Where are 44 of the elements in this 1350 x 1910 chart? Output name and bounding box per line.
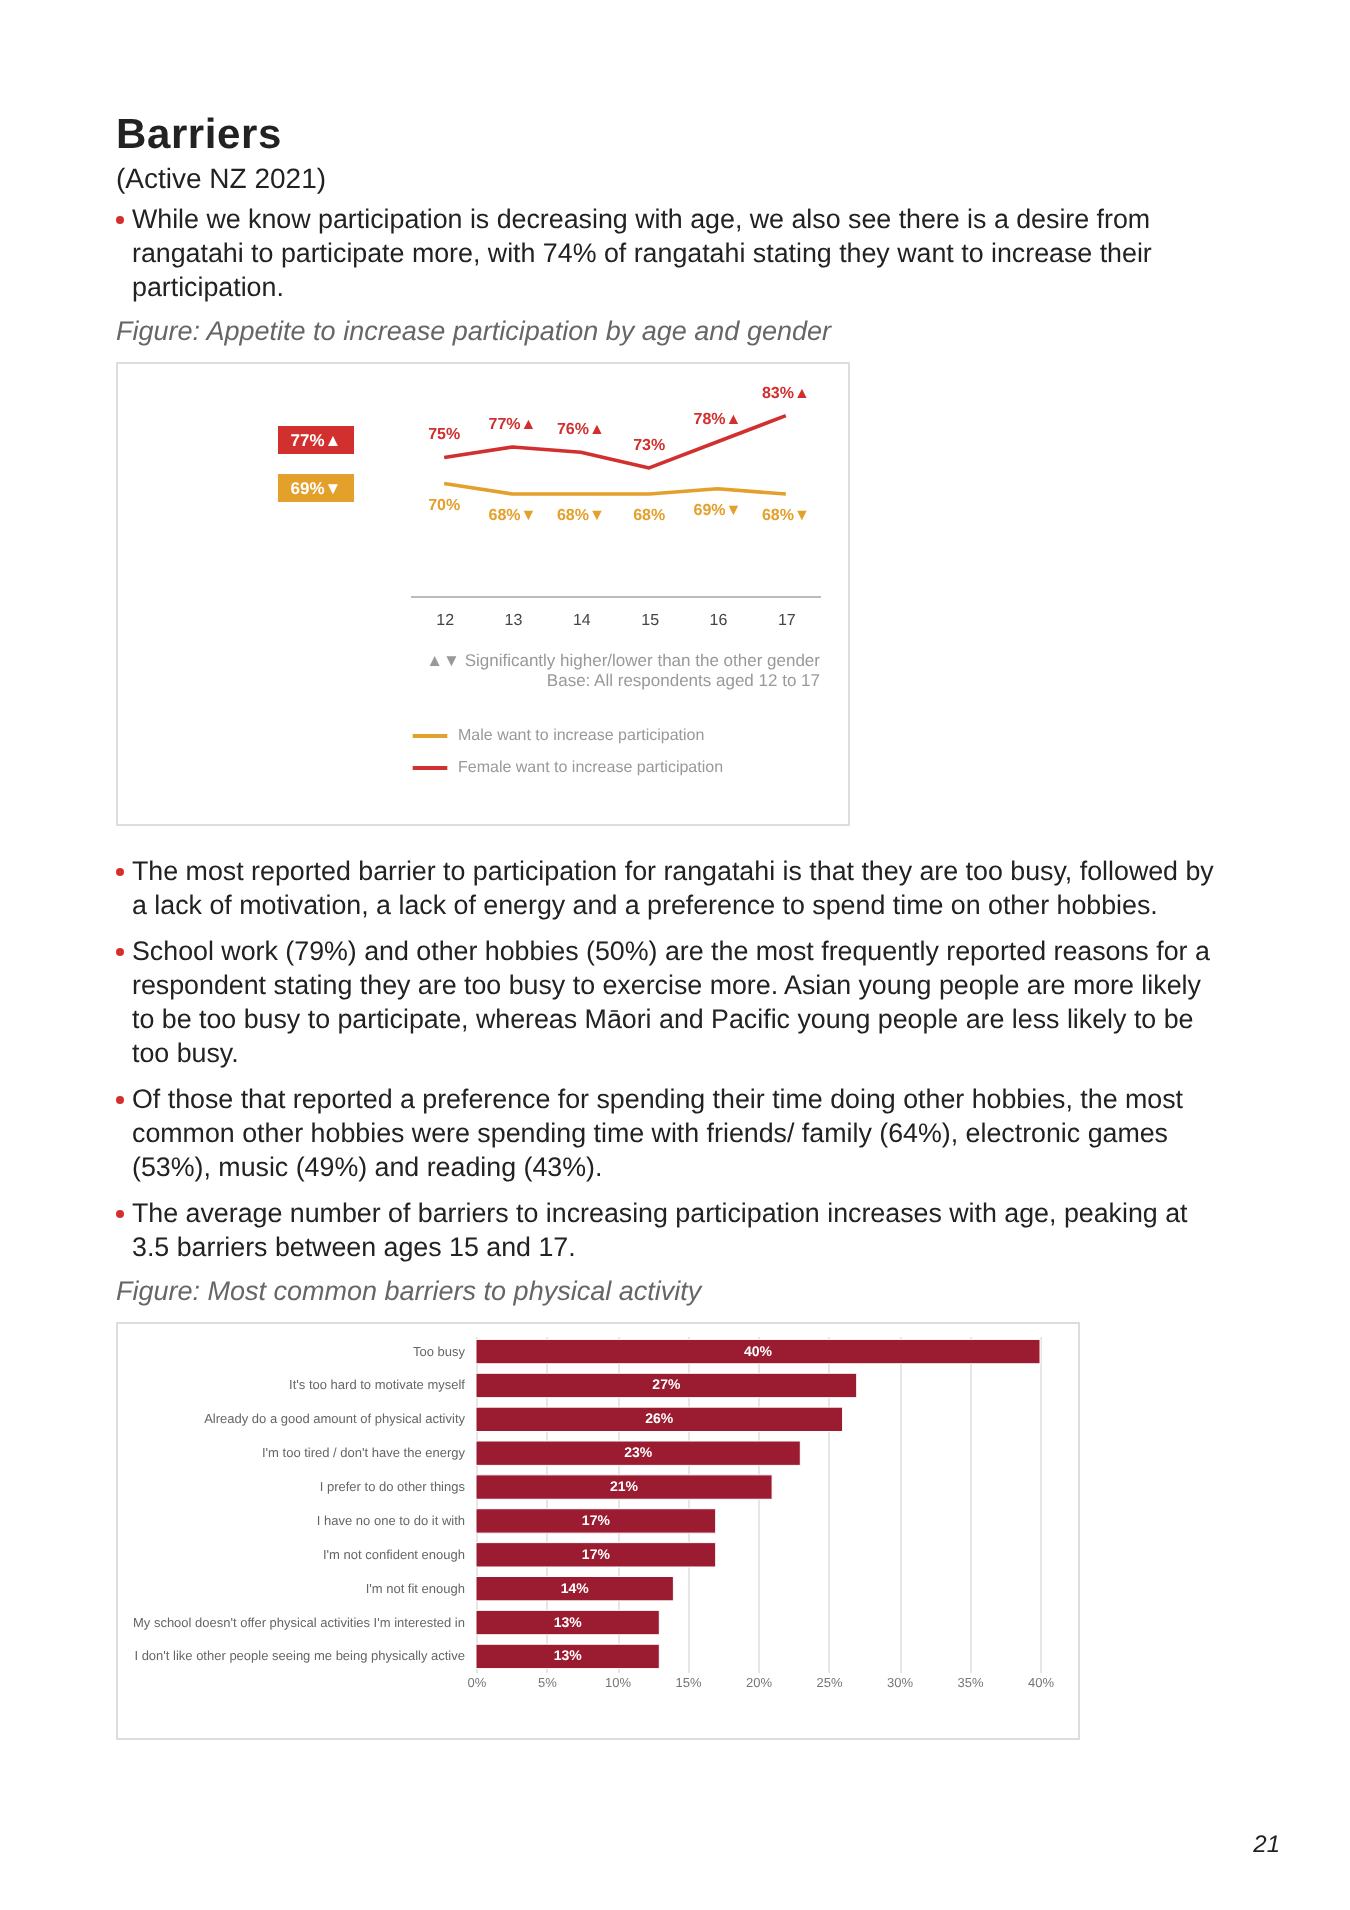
bar xyxy=(475,1474,773,1500)
bar xyxy=(475,1440,801,1466)
text: Barriers xyxy=(116,112,284,160)
data-label: 77%▲ xyxy=(488,414,537,433)
bar xyxy=(475,1643,660,1670)
text: School work (79%) and other hobbies (50%) are the most frequently reported reasons for a respondent stating they are too busy to exercise more. Asian young people are more likely to be too busy to participate, whereas Māori and Pacific young people are less likely to be too busy. xyxy=(130,934,1212,1070)
bar xyxy=(475,1575,674,1602)
x-tick-label: 12 xyxy=(436,611,456,629)
bar xyxy=(475,1609,660,1636)
text: The average number of barriers to increasing participation increases with age, peaking at 3.5 barriers between ages 15 and 17. xyxy=(130,1196,1190,1264)
bar xyxy=(475,1542,717,1568)
data-label: 68% xyxy=(633,506,666,525)
text: 77%▲ xyxy=(290,430,342,450)
data-label: 68%▼ xyxy=(556,506,605,525)
bar xyxy=(475,1508,717,1534)
data-label: 76%▲ xyxy=(556,420,605,439)
text: Of those that reported a preference for spending their time doing other hobbies, the most common other hobbies were spending time with friends/ family (64%), electronic games (53%), music (49%) and reading (43%). xyxy=(130,1082,1186,1184)
bar xyxy=(475,1338,1041,1365)
data-label: 73% xyxy=(633,435,666,454)
text: ▲▼ Significantly higher/lower than the other gender xyxy=(426,650,821,670)
x-tick-label: 14 xyxy=(572,611,592,629)
text: The most reported barrier to participation for rangatahi is that they are too busy, followed by a lack of motivation, a lack of energy and a preference to spend time on other hobbies. xyxy=(130,854,1216,922)
text: (Active NZ 2021) xyxy=(116,162,329,194)
data-label: 68%▼ xyxy=(761,506,810,525)
text: While we know participation is decreasing with age, we also see there is a desire from rangatahi to participate more, with 74% of rangatahi stating they want to increase their participation. xyxy=(130,202,1154,304)
data-label: 69%▼ xyxy=(693,500,742,519)
text: 21 xyxy=(1251,1830,1280,1858)
legend-label: Female want to increase participation xyxy=(458,758,724,776)
x-tick-label: 16 xyxy=(709,611,729,629)
data-label: 75% xyxy=(428,425,461,444)
text: 69%▼ xyxy=(290,478,342,498)
x-tick-label: 13 xyxy=(504,611,524,629)
data-label: 78%▲ xyxy=(693,409,742,428)
data-label: 68%▼ xyxy=(488,506,537,525)
chart-title: Figure: Most common barriers to physical activity xyxy=(116,1276,705,1306)
text: Base: All respondents aged 12 to 17 xyxy=(546,670,821,690)
x-tick-label: 15 xyxy=(641,611,661,629)
bar xyxy=(475,1406,844,1433)
bar xyxy=(475,1372,858,1399)
legend-label: Male want to increase participation xyxy=(458,726,705,744)
chart-title: Figure: Appetite to increase participation by age and gender xyxy=(116,316,834,346)
data-label: 83%▲ xyxy=(761,383,810,402)
x-tick-label: 17 xyxy=(777,611,797,629)
data-label: 70% xyxy=(428,495,461,514)
